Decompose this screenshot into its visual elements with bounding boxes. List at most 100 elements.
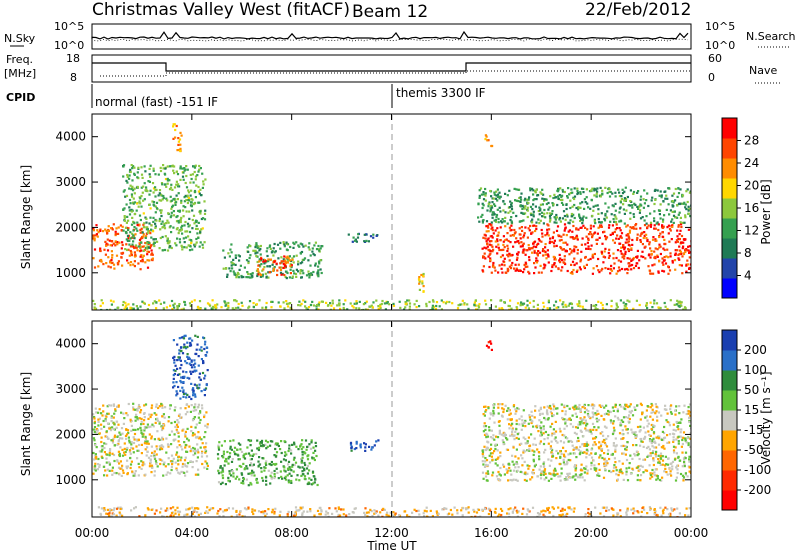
data-cell xyxy=(495,194,498,197)
data-cell xyxy=(149,164,152,167)
data-cell xyxy=(282,260,285,263)
data-cell xyxy=(664,455,667,458)
data-cell xyxy=(532,460,535,463)
data-cell xyxy=(523,232,526,235)
data-cell xyxy=(579,476,582,479)
data-cell xyxy=(379,306,382,310)
data-cell xyxy=(481,206,484,210)
data-cell xyxy=(666,226,669,229)
data-cell xyxy=(193,406,196,409)
data-cell xyxy=(636,191,639,194)
data-cell xyxy=(661,231,664,234)
data-cell xyxy=(672,436,675,439)
data-cell xyxy=(551,422,554,425)
data-cell xyxy=(231,470,234,473)
data-cell xyxy=(618,469,621,472)
data-cell xyxy=(679,188,682,191)
data-cell xyxy=(302,245,305,248)
data-cell xyxy=(299,304,302,307)
data-cell xyxy=(166,165,169,168)
data-cell xyxy=(183,301,186,304)
data-cell xyxy=(255,481,259,484)
data-cell xyxy=(174,406,177,409)
data-cell xyxy=(161,447,164,451)
data-cell xyxy=(643,224,647,227)
data-cell xyxy=(288,444,291,447)
data-cell xyxy=(120,252,123,255)
data-cell xyxy=(613,230,616,234)
data-cell xyxy=(187,196,190,199)
data-cell xyxy=(314,262,317,265)
data-cell xyxy=(651,472,654,475)
data-cell xyxy=(168,179,171,182)
data-cell xyxy=(243,266,246,269)
data-cell xyxy=(478,303,481,306)
data-cell xyxy=(461,299,464,302)
data-cell xyxy=(550,477,553,480)
data-cell xyxy=(309,447,313,450)
data-cell xyxy=(151,200,154,203)
data-cell xyxy=(316,272,319,275)
data-cell xyxy=(601,440,604,443)
data-cell xyxy=(119,433,122,436)
data-cell xyxy=(480,215,483,218)
data-cell xyxy=(146,232,149,235)
data-cell xyxy=(282,458,286,461)
data-cell xyxy=(522,234,526,237)
data-cell xyxy=(502,209,505,212)
data-cell xyxy=(684,457,687,460)
data-cell xyxy=(124,301,127,304)
data-cell xyxy=(626,233,629,236)
data-cell xyxy=(533,465,536,468)
data-cell xyxy=(162,167,165,170)
data-cell xyxy=(162,427,165,430)
data-cell xyxy=(551,414,554,418)
data-cell xyxy=(624,448,627,451)
data-cell xyxy=(596,204,599,207)
data-cell xyxy=(569,439,572,443)
data-cell xyxy=(537,271,540,274)
data-cell xyxy=(684,216,687,219)
data-cell xyxy=(245,465,248,468)
data-cell xyxy=(405,302,408,305)
data-cell xyxy=(625,428,628,431)
data-cell xyxy=(536,307,539,310)
data-cell xyxy=(265,479,268,482)
data-cell xyxy=(272,254,275,257)
data-cell xyxy=(375,299,378,302)
data-cell xyxy=(132,428,135,431)
data-cell xyxy=(142,422,145,425)
data-cell xyxy=(493,203,496,206)
data-cell xyxy=(177,414,181,417)
data-cell xyxy=(184,413,187,416)
data-cell xyxy=(548,215,552,218)
data-cell xyxy=(521,204,524,207)
data-cell xyxy=(677,440,680,443)
data-cell xyxy=(611,224,614,227)
data-cell xyxy=(312,304,316,307)
data-cell xyxy=(169,460,173,463)
data-cell xyxy=(151,423,154,426)
data-cell xyxy=(247,260,250,263)
data-cell xyxy=(200,404,204,407)
data-cell xyxy=(564,250,567,253)
data-cell xyxy=(134,419,137,422)
data-cell xyxy=(365,239,368,242)
data-cell xyxy=(689,215,691,218)
data-cell xyxy=(293,443,296,446)
data-cell xyxy=(557,197,560,200)
data-cell xyxy=(603,406,606,409)
data-cell xyxy=(256,255,259,258)
data-cell xyxy=(148,433,151,436)
data-cell xyxy=(497,271,500,274)
data-cell xyxy=(221,474,224,477)
data-cell xyxy=(304,439,308,442)
data-cell xyxy=(219,465,222,468)
data-cell xyxy=(485,230,488,233)
data-cell xyxy=(184,433,187,436)
data-cell xyxy=(515,448,518,451)
data-cell xyxy=(162,413,165,416)
data-cell xyxy=(138,250,142,253)
data-cell xyxy=(571,260,575,263)
data-cell xyxy=(281,272,284,276)
